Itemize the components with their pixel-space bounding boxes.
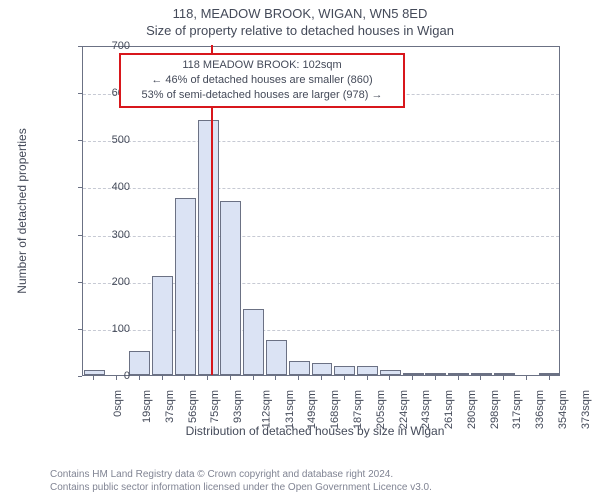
gridline [83,141,559,142]
x-tick-mark [230,376,231,380]
y-tick-mark [78,235,82,236]
x-tick-mark [116,376,117,380]
histogram-bar [539,373,560,375]
histogram-bar [266,340,287,375]
x-tick-mark [344,376,345,380]
histogram-bar [448,373,469,375]
x-tick-mark [367,376,368,380]
histogram-bar [357,366,378,375]
x-tick-mark [162,376,163,380]
x-tick-label: 354sqm [557,390,569,429]
y-tick-mark [78,93,82,94]
histogram-bar [471,373,492,375]
chart-title-main: 118, MEADOW BROOK, WIGAN, WN5 8ED [0,0,600,21]
y-tick-mark [78,282,82,283]
x-tick-label: 19sqm [141,390,153,423]
x-tick-label: 205sqm [375,390,387,429]
plot-area: 118 MEADOW BROOK: 102sqm ← 46% of detach… [82,46,560,376]
x-tick-mark [549,376,550,380]
y-tick-mark [78,376,82,377]
histogram-bar [403,373,424,375]
y-tick-label: 200 [90,276,130,288]
x-tick-label: 187sqm [352,390,364,429]
histogram-bar [243,309,264,375]
footnote-line-2: Contains public sector information licen… [50,481,432,494]
x-tick-label: 56sqm [187,390,199,423]
x-tick-mark [93,376,94,380]
y-tick-label: 500 [90,134,130,146]
x-tick-mark [184,376,185,380]
x-tick-label: 298sqm [489,390,501,429]
y-tick-mark [78,187,82,188]
histogram-bar [312,363,333,375]
callout-line-2: ← 46% of detached houses are smaller (86… [127,73,397,88]
histogram-bar [220,201,241,375]
y-axis-label: Number of detached properties [15,128,29,293]
reference-callout: 118 MEADOW BROOK: 102sqm ← 46% of detach… [119,53,405,108]
x-tick-label: 224sqm [398,390,410,429]
y-tick-mark [78,140,82,141]
x-tick-mark [435,376,436,380]
x-tick-mark [275,376,276,380]
x-tick-mark [503,376,504,380]
callout-line-3: 53% of semi-detached houses are larger (… [127,88,397,103]
y-tick-mark [78,46,82,47]
x-tick-mark [207,376,208,380]
x-tick-label: 112sqm [260,390,272,428]
x-tick-mark [526,376,527,380]
histogram-bar [425,373,446,375]
y-tick-label: 100 [90,323,130,335]
callout-line-1: 118 MEADOW BROOK: 102sqm [127,58,397,73]
x-tick-mark [458,376,459,380]
x-tick-label: 261sqm [443,390,455,429]
x-tick-label: 0sqm [112,390,124,417]
x-tick-label: 280sqm [466,390,478,429]
x-tick-mark [139,376,140,380]
x-tick-label: 131sqm [284,390,296,429]
x-tick-label: 93sqm [232,390,244,423]
x-tick-mark [321,376,322,380]
x-tick-label: 336sqm [534,390,546,429]
histogram-bar [494,373,515,375]
x-tick-mark [389,376,390,380]
x-tick-label: 149sqm [307,390,319,429]
chart-container: Number of detached properties 118 MEADOW… [50,46,580,416]
histogram-bar [289,361,310,375]
chart-title-sub: Size of property relative to detached ho… [0,21,600,38]
histogram-bar [334,366,355,375]
histogram-bar [175,198,196,375]
gridline [83,188,559,189]
x-tick-label: 168sqm [329,390,341,429]
histogram-bar [380,370,401,375]
x-tick-label: 37sqm [164,390,176,423]
y-tick-label: 700 [90,40,130,52]
histogram-bar [129,351,150,375]
histogram-bar [152,276,173,375]
x-tick-label: 317sqm [511,390,523,429]
x-tick-mark [298,376,299,380]
x-tick-mark [480,376,481,380]
histogram-bar [198,120,219,375]
x-tick-mark [412,376,413,380]
footnote-line-1: Contains HM Land Registry data © Crown c… [50,468,432,481]
y-tick-mark [78,329,82,330]
footnote: Contains HM Land Registry data © Crown c… [50,468,432,494]
x-tick-mark [253,376,254,380]
y-tick-label: 300 [90,229,130,241]
gridline [83,236,559,237]
x-tick-label: 75sqm [209,390,221,423]
y-tick-label: 400 [90,181,130,193]
x-tick-label: 373sqm [580,390,592,429]
y-tick-label: 0 [90,370,130,382]
x-tick-label: 243sqm [420,390,432,429]
